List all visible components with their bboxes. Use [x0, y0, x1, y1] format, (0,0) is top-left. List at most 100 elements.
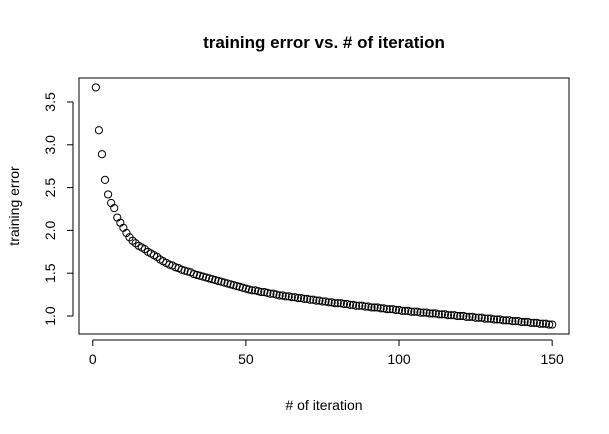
data-point — [269, 289, 278, 298]
data-point — [192, 270, 202, 280]
data-point — [477, 313, 486, 322]
data-point — [345, 300, 355, 309]
data-point — [541, 319, 551, 328]
data-point — [296, 293, 306, 303]
data-point — [471, 313, 480, 322]
data-point — [468, 312, 477, 321]
data-point — [544, 320, 554, 329]
x-tick-label: 100 — [387, 351, 411, 367]
data-point — [373, 303, 382, 312]
data-point — [180, 266, 189, 275]
data-point — [456, 311, 465, 321]
data-point — [450, 311, 459, 320]
data-point — [97, 150, 107, 159]
data-point — [293, 293, 303, 303]
data-point — [397, 306, 407, 315]
data-point — [229, 281, 238, 290]
data-point — [446, 311, 456, 320]
data-point — [257, 287, 266, 297]
data-point — [361, 302, 370, 311]
data-point — [416, 308, 425, 317]
data-point — [327, 298, 336, 307]
data-point — [419, 308, 428, 317]
data-point — [195, 271, 205, 280]
data-point — [505, 316, 514, 325]
y-tick-label: 3.5 — [42, 92, 58, 112]
data-point — [189, 269, 198, 279]
data-point — [388, 305, 398, 314]
data-point — [226, 280, 235, 289]
data-point — [431, 309, 440, 318]
plot-frame — [78, 77, 570, 335]
data-point — [177, 265, 186, 274]
data-point — [425, 309, 434, 318]
data-point — [352, 301, 361, 310]
y-tick-label: 3.0 — [42, 135, 58, 155]
data-point — [407, 307, 416, 316]
data-point — [342, 299, 352, 309]
data-point — [480, 314, 489, 323]
data-point — [330, 299, 339, 308]
y-tick-label: 2.0 — [42, 220, 58, 240]
data-point — [410, 307, 419, 316]
data-point — [110, 204, 119, 213]
data-point — [502, 316, 511, 325]
data-point — [486, 314, 496, 323]
data-point — [238, 283, 247, 292]
y-axis: 1.0 1.5 2.0 2.5 3.0 3.5 — [42, 92, 74, 326]
data-point — [483, 314, 492, 323]
data-point — [272, 290, 281, 299]
data-point — [299, 294, 309, 303]
data-point — [103, 190, 113, 199]
data-point — [385, 305, 394, 314]
data-point — [508, 317, 517, 326]
data-point — [287, 293, 296, 302]
data-point — [241, 284, 251, 293]
data-point — [281, 292, 290, 301]
data-point — [100, 175, 110, 184]
data-point — [443, 311, 453, 320]
data-point — [462, 312, 471, 321]
data-point — [284, 292, 293, 301]
data-point — [517, 317, 526, 327]
data-point — [355, 301, 364, 310]
data-point — [333, 299, 342, 308]
data-point — [401, 306, 410, 315]
data-point — [422, 308, 431, 317]
data-point — [211, 275, 220, 285]
data-point — [358, 301, 367, 310]
data-point — [499, 316, 508, 325]
data-point — [474, 313, 483, 322]
data-point — [232, 281, 241, 291]
data-point — [514, 317, 523, 326]
data-point — [275, 291, 284, 300]
data-point — [205, 274, 214, 283]
data-point — [492, 315, 502, 324]
data-point — [394, 305, 404, 315]
data-point — [94, 126, 104, 135]
data-point — [318, 297, 327, 306]
data-point — [379, 304, 388, 313]
x-tick-label: 150 — [540, 351, 564, 367]
data-point — [306, 295, 315, 304]
data-point — [309, 295, 318, 304]
x-tick-label: 50 — [238, 351, 254, 367]
data-point — [263, 288, 272, 298]
data-point — [214, 276, 223, 286]
y-tick-label: 1.0 — [42, 306, 58, 326]
data-point — [303, 294, 312, 303]
data-point — [437, 310, 447, 319]
y-tick-label: 2.5 — [42, 178, 58, 198]
data-point — [428, 309, 437, 318]
data-point — [217, 277, 226, 286]
data-point — [382, 305, 391, 314]
x-tick-label: 0 — [89, 351, 97, 367]
data-point — [440, 310, 450, 319]
data-point — [260, 287, 269, 297]
data-point — [91, 83, 100, 92]
data-point — [220, 278, 229, 287]
data-point — [324, 298, 333, 307]
data-point — [453, 311, 462, 321]
